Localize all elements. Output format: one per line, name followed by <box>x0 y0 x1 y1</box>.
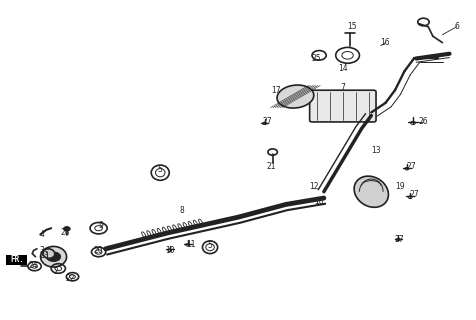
Circle shape <box>46 252 60 261</box>
Text: 11: 11 <box>186 240 196 249</box>
Text: 1: 1 <box>44 252 49 261</box>
Text: 17: 17 <box>271 86 281 95</box>
Text: 7: 7 <box>340 83 345 92</box>
Text: 8: 8 <box>179 206 184 215</box>
Ellipse shape <box>43 249 55 258</box>
Circle shape <box>63 227 70 231</box>
Ellipse shape <box>40 246 67 267</box>
Ellipse shape <box>353 176 387 207</box>
Text: 21: 21 <box>267 162 276 171</box>
Text: 9: 9 <box>99 220 103 229</box>
Text: 6: 6 <box>453 22 458 31</box>
Text: 13: 13 <box>370 146 380 155</box>
Text: 24: 24 <box>29 261 39 270</box>
Text: 27: 27 <box>394 235 404 244</box>
FancyBboxPatch shape <box>309 90 375 122</box>
Text: 12: 12 <box>309 182 318 191</box>
Text: 19: 19 <box>394 182 404 191</box>
FancyBboxPatch shape <box>6 255 28 265</box>
Text: 2: 2 <box>53 267 58 276</box>
Text: 23: 23 <box>39 251 49 260</box>
Text: 27: 27 <box>262 117 271 126</box>
Ellipse shape <box>277 85 313 108</box>
Text: 16: 16 <box>380 38 389 47</box>
Text: 18: 18 <box>314 197 323 206</box>
Text: 22: 22 <box>65 274 75 283</box>
Text: 28: 28 <box>60 228 70 237</box>
Text: 20: 20 <box>94 246 103 255</box>
Text: 15: 15 <box>347 22 357 31</box>
Text: 3: 3 <box>39 246 44 255</box>
Text: 27: 27 <box>406 162 416 171</box>
Text: 26: 26 <box>418 117 427 126</box>
Text: 5: 5 <box>158 165 162 174</box>
Text: 27: 27 <box>408 190 418 199</box>
Text: 14: 14 <box>337 63 347 73</box>
Text: 4: 4 <box>39 230 44 239</box>
Text: 5: 5 <box>207 241 212 250</box>
Text: 25: 25 <box>311 54 321 63</box>
Text: 10: 10 <box>165 246 174 255</box>
Text: FR.: FR. <box>10 255 24 264</box>
